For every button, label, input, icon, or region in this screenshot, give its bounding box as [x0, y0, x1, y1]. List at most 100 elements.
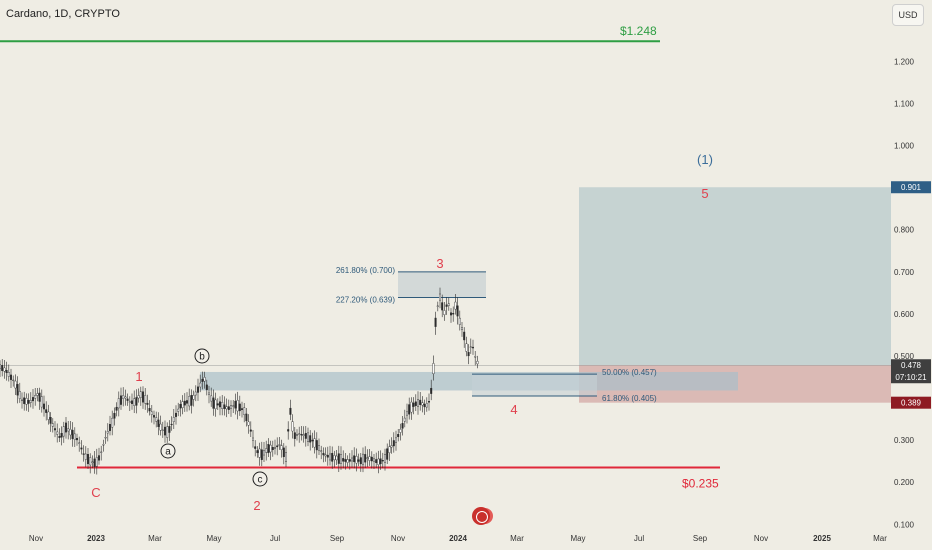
candle [370, 456, 373, 462]
candle [73, 433, 76, 440]
candle [412, 402, 415, 407]
candle [450, 312, 453, 316]
candle [210, 395, 213, 402]
candle [86, 454, 89, 465]
x-axis-tick: 2024 [449, 534, 467, 543]
candle [16, 384, 19, 396]
candle [45, 409, 48, 413]
y-axis-tick: 0.800 [894, 226, 915, 235]
candle [293, 432, 296, 439]
candle [58, 436, 61, 438]
candle [392, 440, 395, 447]
candle [434, 317, 437, 327]
candle [216, 403, 219, 406]
candle [395, 437, 398, 443]
fib-label: 261.80% (0.700) [336, 266, 395, 275]
candle [282, 447, 285, 458]
candle [300, 434, 303, 436]
fib-label: 61.80% (0.405) [602, 394, 657, 403]
candle [159, 423, 162, 431]
candle [62, 426, 65, 437]
candle [229, 405, 232, 409]
candle [313, 438, 316, 448]
candle [384, 453, 387, 463]
fib-label: 227.20% (0.639) [336, 295, 395, 304]
candle [456, 305, 459, 317]
wave-label: (1) [697, 152, 713, 167]
candle [419, 399, 422, 405]
y-axis-tick: 1.100 [894, 100, 915, 109]
candle [318, 445, 321, 451]
candle [447, 303, 450, 306]
candle [104, 437, 107, 439]
candle [38, 392, 41, 402]
candle [359, 457, 362, 465]
target-zone [579, 187, 891, 366]
candle [0, 364, 2, 369]
candle [170, 423, 173, 426]
candle [291, 421, 294, 432]
candle [476, 360, 479, 365]
candle [329, 453, 332, 461]
candle [212, 397, 215, 409]
candle [14, 380, 17, 389]
candle [12, 379, 15, 382]
candle [166, 426, 169, 438]
resistance-label: $1.248 [620, 24, 657, 38]
x-axis-tick: 2023 [87, 534, 105, 543]
candle [263, 450, 266, 456]
candle [54, 428, 57, 431]
candle [296, 434, 299, 436]
candle [60, 433, 63, 438]
candle [71, 429, 74, 439]
price-tag-sub: 07:10:21 [895, 373, 927, 382]
candle [249, 429, 252, 432]
candle [128, 401, 131, 403]
candle [381, 460, 384, 462]
candle [441, 302, 444, 311]
price-tag-text: 0.389 [901, 399, 922, 408]
candle [458, 317, 461, 325]
candle [91, 461, 94, 463]
candle [344, 459, 347, 462]
candle [124, 396, 127, 399]
candle [236, 400, 239, 412]
candle [355, 456, 358, 464]
x-axis-tick: Mar [873, 534, 887, 543]
y-axis-tick: 1.000 [894, 142, 915, 151]
candle [238, 403, 241, 412]
x-axis-tick: May [206, 534, 221, 543]
candle [148, 408, 151, 412]
x-axis-tick: Mar [148, 534, 162, 543]
candle [425, 403, 428, 408]
candle [185, 400, 188, 404]
candle [9, 374, 12, 380]
candle [326, 454, 329, 458]
candle [463, 331, 466, 341]
candle [397, 433, 400, 438]
candle [84, 453, 87, 460]
candle [240, 408, 243, 410]
candle [155, 417, 158, 422]
x-axis-tick: Sep [330, 534, 345, 543]
candle [5, 369, 8, 373]
candle [432, 363, 435, 375]
candle [139, 391, 142, 398]
candle [225, 406, 228, 410]
candle [7, 372, 10, 377]
candle [179, 403, 182, 409]
candle [439, 293, 442, 301]
wave-label: 2 [253, 498, 260, 513]
currency-button[interactable]: USD [892, 4, 924, 26]
candle [174, 412, 177, 417]
candle [443, 310, 446, 316]
candle [417, 399, 420, 407]
price-tag [891, 181, 931, 194]
candle [315, 440, 318, 451]
candle [271, 447, 274, 451]
wave-label: 5 [701, 186, 708, 201]
candle [192, 395, 195, 400]
candle [357, 459, 360, 462]
candle [95, 457, 98, 467]
